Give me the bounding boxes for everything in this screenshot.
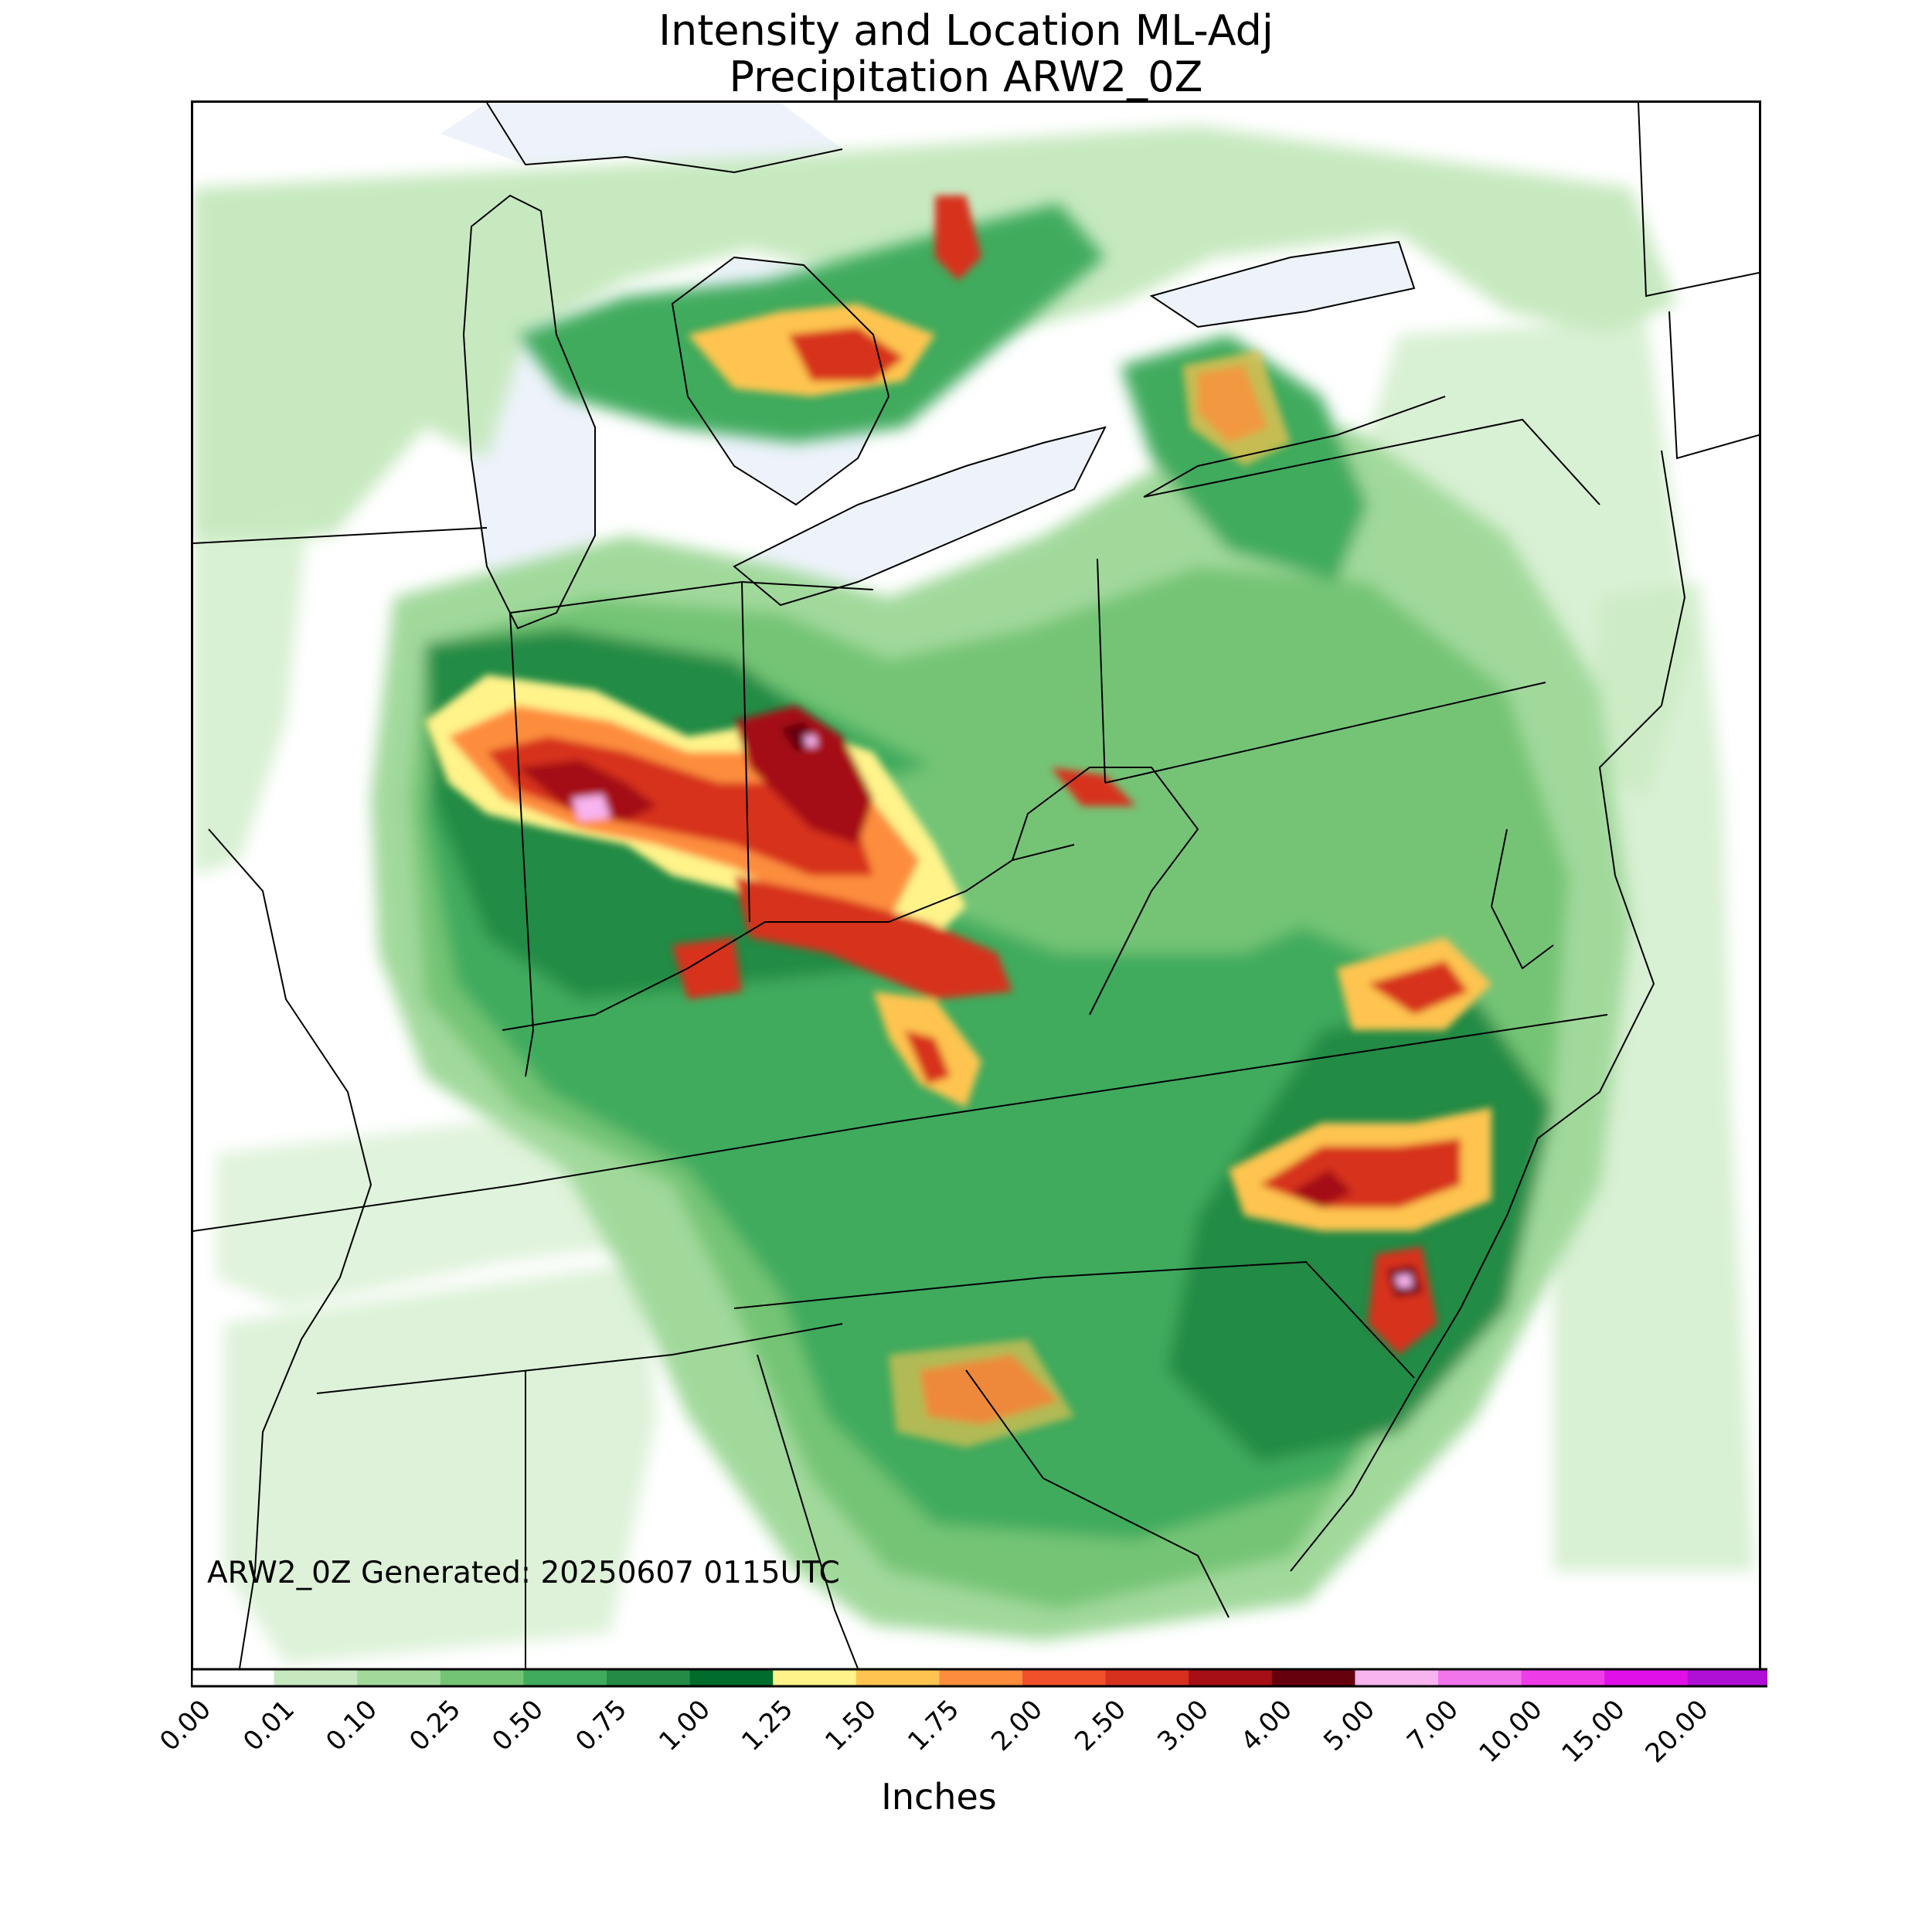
border-quebec: [1638, 103, 1759, 298]
coast-atlantic: [1290, 450, 1686, 1572]
core-indiana-south: [672, 937, 742, 999]
core-indiana-5.00: [804, 735, 818, 747]
colorbar-unit-label: Inches: [881, 1776, 997, 1818]
border-ga-sc: [965, 1369, 1230, 1618]
core-nc-central: [1368, 1247, 1437, 1355]
colorbar-bin-15: [1438, 1669, 1522, 1686]
colorbar-tick-label: 0.10: [320, 1694, 384, 1757]
precip-heavy-cores: [425, 196, 1492, 1447]
lake-superior: [440, 103, 842, 172]
border-mi-in-oh: [509, 580, 874, 614]
map-title-line-1: Intensity and Location ML-Adj: [658, 6, 1274, 55]
colorbar-tick-label: 0.50: [486, 1694, 550, 1757]
core-virginia-red: [1368, 961, 1468, 1015]
colorbar-bin-2: [357, 1669, 441, 1686]
shore-lake-michigan: [462, 194, 596, 630]
core-indiana-3.00: [734, 706, 873, 845]
lake-erie: [734, 427, 1105, 605]
colorbar-tick-label: 1.00: [652, 1694, 716, 1757]
core-pennsylvania: [1051, 767, 1136, 806]
colorbar-tick-label: 7.00: [1401, 1694, 1464, 1757]
border-tn-nc: [733, 1260, 1415, 1379]
core-illinois-5.00: [572, 794, 611, 821]
colorbar: [191, 1668, 1767, 1688]
colorbar-tick-label: 2.00: [985, 1694, 1049, 1757]
core-michigan-thumb: [935, 196, 981, 281]
colorbar-bin-17: [1604, 1669, 1689, 1686]
colorbar-bin-18: [1687, 1669, 1767, 1686]
core-sc-yellow: [889, 1339, 1074, 1447]
light-rain-south: [224, 1262, 657, 1664]
border-al-ga: [757, 1354, 859, 1668]
border-il-in: [509, 612, 535, 1077]
colorbar-bin-16: [1521, 1669, 1605, 1686]
lake-ontario: [1151, 242, 1414, 327]
border-ohio-river: [502, 844, 1075, 1031]
colorbar-tick-label: 1.25: [736, 1694, 800, 1757]
border-wi-il: [193, 527, 488, 544]
shore-lake-erie: [733, 426, 1107, 607]
colorbar-bin-11: [1105, 1669, 1189, 1686]
map-canvas: [193, 103, 1759, 1668]
core-ontario-yellow: [1182, 350, 1291, 466]
border-mississippi: [208, 828, 372, 1668]
light-rain-north: [193, 126, 1677, 536]
shore-lake-superior: [486, 103, 843, 174]
colorbar-tick-label: 20.00: [1639, 1694, 1715, 1770]
core-illinois-3.00: [518, 760, 657, 821]
colorbar-tick-label: 3.00: [1151, 1694, 1216, 1757]
border-ky-tn: [193, 1014, 1608, 1232]
colorbar-tick-label: 1.50: [818, 1694, 883, 1757]
border-oh-pa: [1097, 558, 1106, 784]
shore-lake-ontario: [1149, 240, 1416, 328]
border-pa-md: [1104, 682, 1546, 784]
colorbar-tick-label: 4.00: [1234, 1694, 1298, 1757]
colorbar-tick-label: 5.00: [1318, 1694, 1382, 1757]
colorbar-bin-14: [1355, 1669, 1439, 1686]
swath-0.25-ohio-valley: [873, 690, 1430, 953]
core-nc-darkred: [1291, 1169, 1352, 1208]
colorbar-tick-label: 10.00: [1473, 1694, 1549, 1770]
colorbar-outline: [191, 1668, 1767, 1688]
map-title-line-2: Precipitation ARW2_0Z: [729, 53, 1203, 101]
coast-chesapeake: [1490, 828, 1554, 970]
colorbar-bin-10: [1022, 1669, 1107, 1686]
border-pa-ny: [1143, 418, 1600, 505]
colorbar-tick-label: 0.75: [570, 1694, 633, 1757]
precipitation-map: [191, 100, 1761, 1671]
colorbar-tick-label: 1.75: [902, 1694, 966, 1757]
border-wv-va: [1012, 767, 1199, 1015]
border-ontario-ny: [1143, 396, 1446, 498]
colorbar-tick-label: 0.00: [154, 1694, 217, 1757]
colorbar-bin-9: [939, 1669, 1023, 1686]
colorbar-tick-label: 2.50: [1068, 1694, 1132, 1757]
border-new-england: [1668, 311, 1759, 460]
generated-timestamp: ARW2_0Z Generated: 20250607 0115UTC: [207, 1556, 840, 1590]
colorbar-tick-label: 15.00: [1556, 1694, 1631, 1770]
core-nc-central-5.00: [1395, 1274, 1413, 1287]
colorbar-bin-8: [855, 1669, 940, 1686]
colorbar-tick-label: 0.25: [403, 1694, 467, 1757]
boundaries: [193, 103, 1759, 1668]
core-ohio-2.00: [734, 876, 1012, 999]
colorbar-tick-label: 0.01: [236, 1694, 301, 1757]
colorbar-bin-4: [523, 1669, 607, 1686]
border-in-oh: [741, 581, 750, 923]
colorbar-bin-6: [689, 1669, 774, 1686]
shore-lake-huron: [671, 256, 890, 506]
colorbar-bin-1: [274, 1669, 358, 1686]
colorbar-bin-7: [773, 1669, 857, 1686]
light-rain-west: [193, 505, 309, 876]
colorbar-bin-12: [1189, 1669, 1273, 1686]
colorbar-bin-13: [1271, 1669, 1355, 1686]
colorbar-bin-3: [440, 1669, 524, 1686]
border-tn-south: [316, 1323, 843, 1394]
core-kentucky-red: [904, 1030, 951, 1084]
colorbar-bin-0: [191, 1669, 275, 1686]
colorbar-bin-5: [607, 1669, 691, 1686]
